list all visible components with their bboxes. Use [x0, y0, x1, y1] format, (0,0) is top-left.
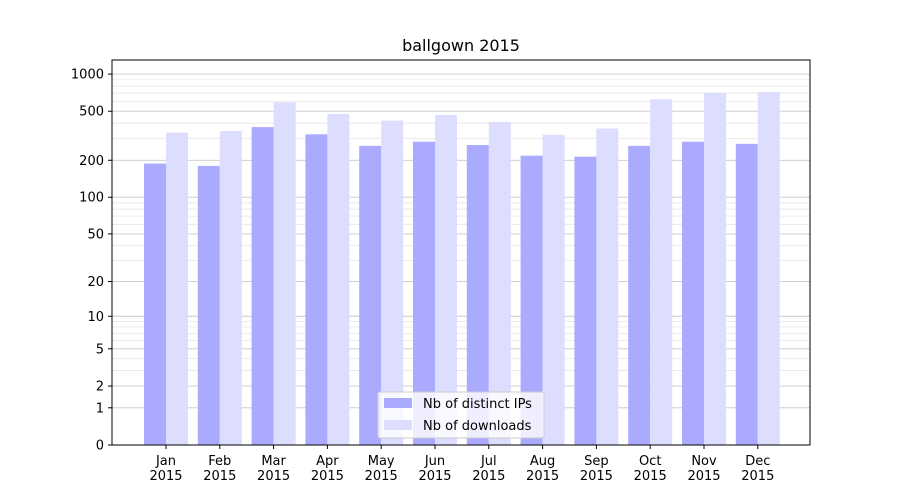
bar-downloads-12	[757, 92, 780, 446]
bar-distinct-ips-4	[305, 134, 328, 445]
y-tick-label: 5	[96, 342, 104, 357]
y-tick-label: 50	[87, 227, 104, 242]
bar-downloads-2	[219, 131, 242, 446]
x-tick-label: Jul 2015	[472, 454, 505, 484]
y-axis: 0 1 2 5 10 20 50 100 200 500 1000	[71, 68, 112, 454]
bar-downloads-5	[381, 120, 404, 445]
bar-downloads-7	[488, 121, 511, 445]
x-tick-label: Aug 2015	[526, 454, 559, 484]
legend-label-distinct-ips: Nb of distinct IPs	[423, 397, 532, 412]
bar-downloads-10	[650, 99, 673, 446]
y-tick-label: 10	[87, 310, 104, 325]
x-tick-label: Jan 2015	[149, 454, 182, 484]
bar-downloads-8	[542, 134, 565, 445]
x-tick-label: Oct 2015	[634, 454, 667, 484]
bar-downloads-11	[704, 92, 726, 445]
x-tick-label: Nov 2015	[687, 454, 720, 484]
legend-box	[377, 391, 545, 439]
legend-label-downloads: Nb of downloads	[423, 419, 532, 434]
x-tick-label: Feb 2015	[203, 454, 236, 484]
legend: Nb of distinct IPs Nb of downloads	[377, 391, 545, 439]
bar-downloads-9	[596, 128, 619, 445]
x-tick-label: Jun 2015	[418, 454, 451, 484]
chart-title: ballgown 2015	[402, 36, 520, 55]
y-tick-label: 200	[79, 154, 104, 169]
x-tick-label: Apr 2015	[311, 454, 344, 484]
bar-downloads-6	[435, 115, 457, 446]
x-tick-label: Mar 2015	[257, 454, 290, 484]
bar-downloads-4	[327, 113, 350, 445]
legend-swatch-downloads	[384, 420, 412, 430]
bar-distinct-ips-10	[628, 145, 651, 445]
bar-downloads-3	[273, 102, 296, 445]
bar-distinct-ips-11	[682, 141, 704, 445]
legend-swatch-distinct-ips	[384, 398, 412, 408]
x-axis: Jan 2015 Feb 2015 Mar 2015 Apr 2015 May 2015 Jun 20…	[149, 445, 774, 484]
y-tick-label: 500	[79, 105, 104, 120]
y-tick-label: 2	[96, 380, 104, 395]
bar-distinct-ips-12	[735, 143, 758, 446]
bar-distinct-ips-3	[251, 127, 274, 445]
y-tick-label: 100	[79, 191, 104, 206]
bar-distinct-ips-7	[466, 145, 489, 445]
y-tick-label: 0	[96, 439, 104, 454]
y-tick-label: 20	[87, 275, 104, 290]
bar-distinct-ips-6	[413, 141, 435, 445]
bar-distinct-ips-1	[144, 163, 166, 445]
x-tick-label: Sep 2015	[580, 454, 613, 484]
bar-distinct-ips-2	[197, 165, 220, 446]
bar-distinct-ips-9	[574, 156, 597, 446]
y-tick-label: 1	[96, 401, 104, 416]
bar-distinct-ips-8	[520, 155, 543, 446]
bar-downloads-1	[166, 132, 188, 446]
plot-frame	[111, 59, 811, 446]
x-tick-label: Dec 2015	[741, 454, 774, 484]
bar-distinct-ips-5	[359, 145, 382, 445]
x-tick-label: May 2015	[365, 454, 398, 484]
y-tick-label: 1000	[71, 68, 104, 83]
bars	[144, 92, 780, 446]
